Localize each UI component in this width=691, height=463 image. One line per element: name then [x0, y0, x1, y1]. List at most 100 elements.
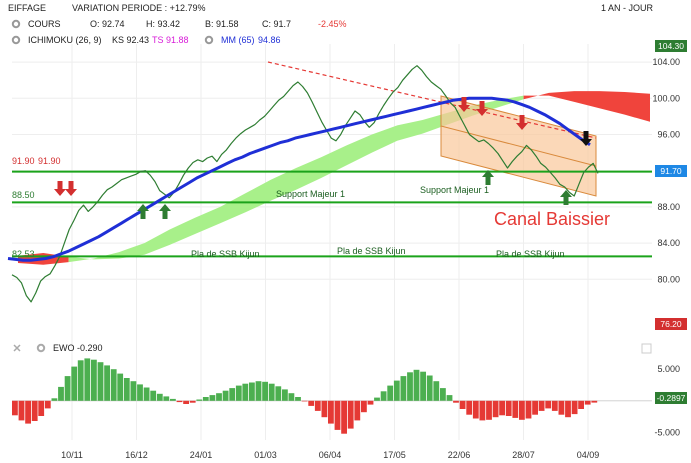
ewo-bar [328, 400, 334, 424]
mm-label: MM (65) [221, 35, 255, 45]
arrow-down-icon [580, 131, 592, 146]
ewo-bar [18, 400, 25, 421]
ewo-bar [361, 400, 367, 413]
ewo-bar [44, 400, 51, 409]
ewo-bar [143, 387, 150, 401]
level-label-91-90-b: 91.90 [38, 156, 61, 166]
ewo-bar [578, 400, 584, 409]
channel-midline [440, 125, 597, 167]
ewo-bar [347, 400, 354, 429]
arrow-up-icon [560, 190, 572, 205]
ewo-bar [262, 381, 268, 401]
x-tick-label: 24/01 [190, 450, 213, 460]
ewo-bar [268, 383, 275, 401]
price-series-line [11, 65, 599, 303]
ewo-bar [282, 389, 288, 401]
price-tag-top [655, 40, 687, 52]
ewo-bar [91, 359, 97, 401]
ewo-bar [84, 358, 91, 401]
close-icon[interactable] [13, 344, 21, 352]
ewo-bar [275, 386, 282, 401]
y-tick-label: 88.00 [657, 202, 680, 212]
arrow-down-icon [54, 181, 66, 196]
x-tick-label: 22/06 [448, 450, 471, 460]
mm-series-line [7, 96, 591, 262]
ewo-bar [249, 382, 255, 401]
ewo-bar [209, 395, 216, 401]
arrow-down-icon [65, 181, 77, 196]
ewo-bar [538, 400, 545, 411]
ewo-bar [479, 400, 486, 421]
arrow-up-icon [159, 204, 171, 219]
ewo-bar [38, 400, 45, 416]
y-tick-label: 84.00 [657, 238, 680, 248]
low-value: B: 91.58 [205, 19, 239, 29]
arrow-down-icon [476, 101, 488, 116]
gear-icon[interactable] [11, 19, 21, 29]
change-value: -2.45% [318, 19, 347, 29]
ewo-bar [400, 376, 407, 401]
ewo-bar [426, 375, 433, 401]
x-tick-label: 17/05 [383, 450, 406, 460]
ewo-bar [420, 371, 426, 401]
ewo-bar [189, 400, 196, 403]
gear-icon[interactable] [36, 343, 46, 353]
ewo-bar [255, 381, 262, 401]
ewo-bar [170, 398, 176, 401]
gear-icon[interactable] [11, 35, 21, 45]
support-label-1: Support Majeur 1 [276, 189, 345, 199]
price-tag-top-text: 104.30 [658, 41, 684, 51]
ewo-bar [123, 378, 130, 401]
arrow-up-icon [137, 204, 149, 219]
ewo-bar [104, 365, 110, 401]
ewo-bar [202, 397, 209, 401]
ewo-bar [354, 400, 361, 421]
ewo-bar [512, 400, 519, 418]
ewo-bar [446, 395, 453, 401]
ewo-bar [25, 400, 31, 424]
high-value: H: 93.42 [146, 19, 180, 29]
ewo-bar [565, 400, 571, 418]
ewo-bar [51, 398, 58, 401]
ewo-bar [571, 400, 578, 415]
ewo-last-tag-text: -0.2897 [657, 393, 686, 403]
ewo-y-tick-label: -5.000 [654, 427, 680, 437]
y-tick-label: 104.00 [652, 57, 680, 67]
mm-value: 94.86 [258, 35, 281, 45]
ewo-bar [64, 376, 71, 401]
ichimoku-label: ICHIMOKU (26, 9) [28, 35, 102, 45]
ewo-bar [525, 400, 532, 419]
ewo-bar [77, 360, 84, 401]
gear-icon[interactable] [204, 35, 214, 45]
ewo-last-tag [655, 392, 687, 404]
ewo-bar [196, 399, 203, 401]
ewo-bar [558, 400, 565, 415]
arrow-up-icon [482, 170, 494, 185]
kijun-value: KS 92.43 [112, 35, 149, 45]
ewo-y-tick-label: 5.000 [657, 364, 680, 374]
ewo-bar [466, 400, 473, 415]
x-tick-label: 16/12 [125, 450, 148, 460]
ewo-bar [137, 384, 143, 401]
ewo-bar [229, 388, 236, 401]
ewo-bar [380, 391, 387, 401]
ewo-bar [519, 400, 525, 420]
ewo-bar [440, 388, 446, 401]
ewo-bar [321, 400, 328, 418]
period-label[interactable]: 1 AN - JOUR [601, 3, 654, 13]
ewo-label: EWO -0.290 [53, 343, 103, 353]
ewo-bar [58, 386, 64, 401]
ewo-bar [288, 393, 295, 401]
y-tick-label: 100.00 [652, 93, 680, 103]
ewo-bar [591, 400, 598, 403]
ewo-bar [499, 400, 505, 416]
level-label-91-90: 91.90 [12, 156, 35, 166]
price-tag-bottom [655, 318, 687, 330]
x-tick-label: 10/11 [61, 450, 83, 460]
ewo-bar [551, 400, 558, 411]
ewo-bar [163, 396, 170, 401]
panel-toggle-checkbox[interactable] [641, 343, 652, 354]
last-price-tag-text: 91.70 [660, 166, 682, 176]
ewo-bar [222, 390, 229, 401]
ewo-bar [235, 385, 242, 401]
